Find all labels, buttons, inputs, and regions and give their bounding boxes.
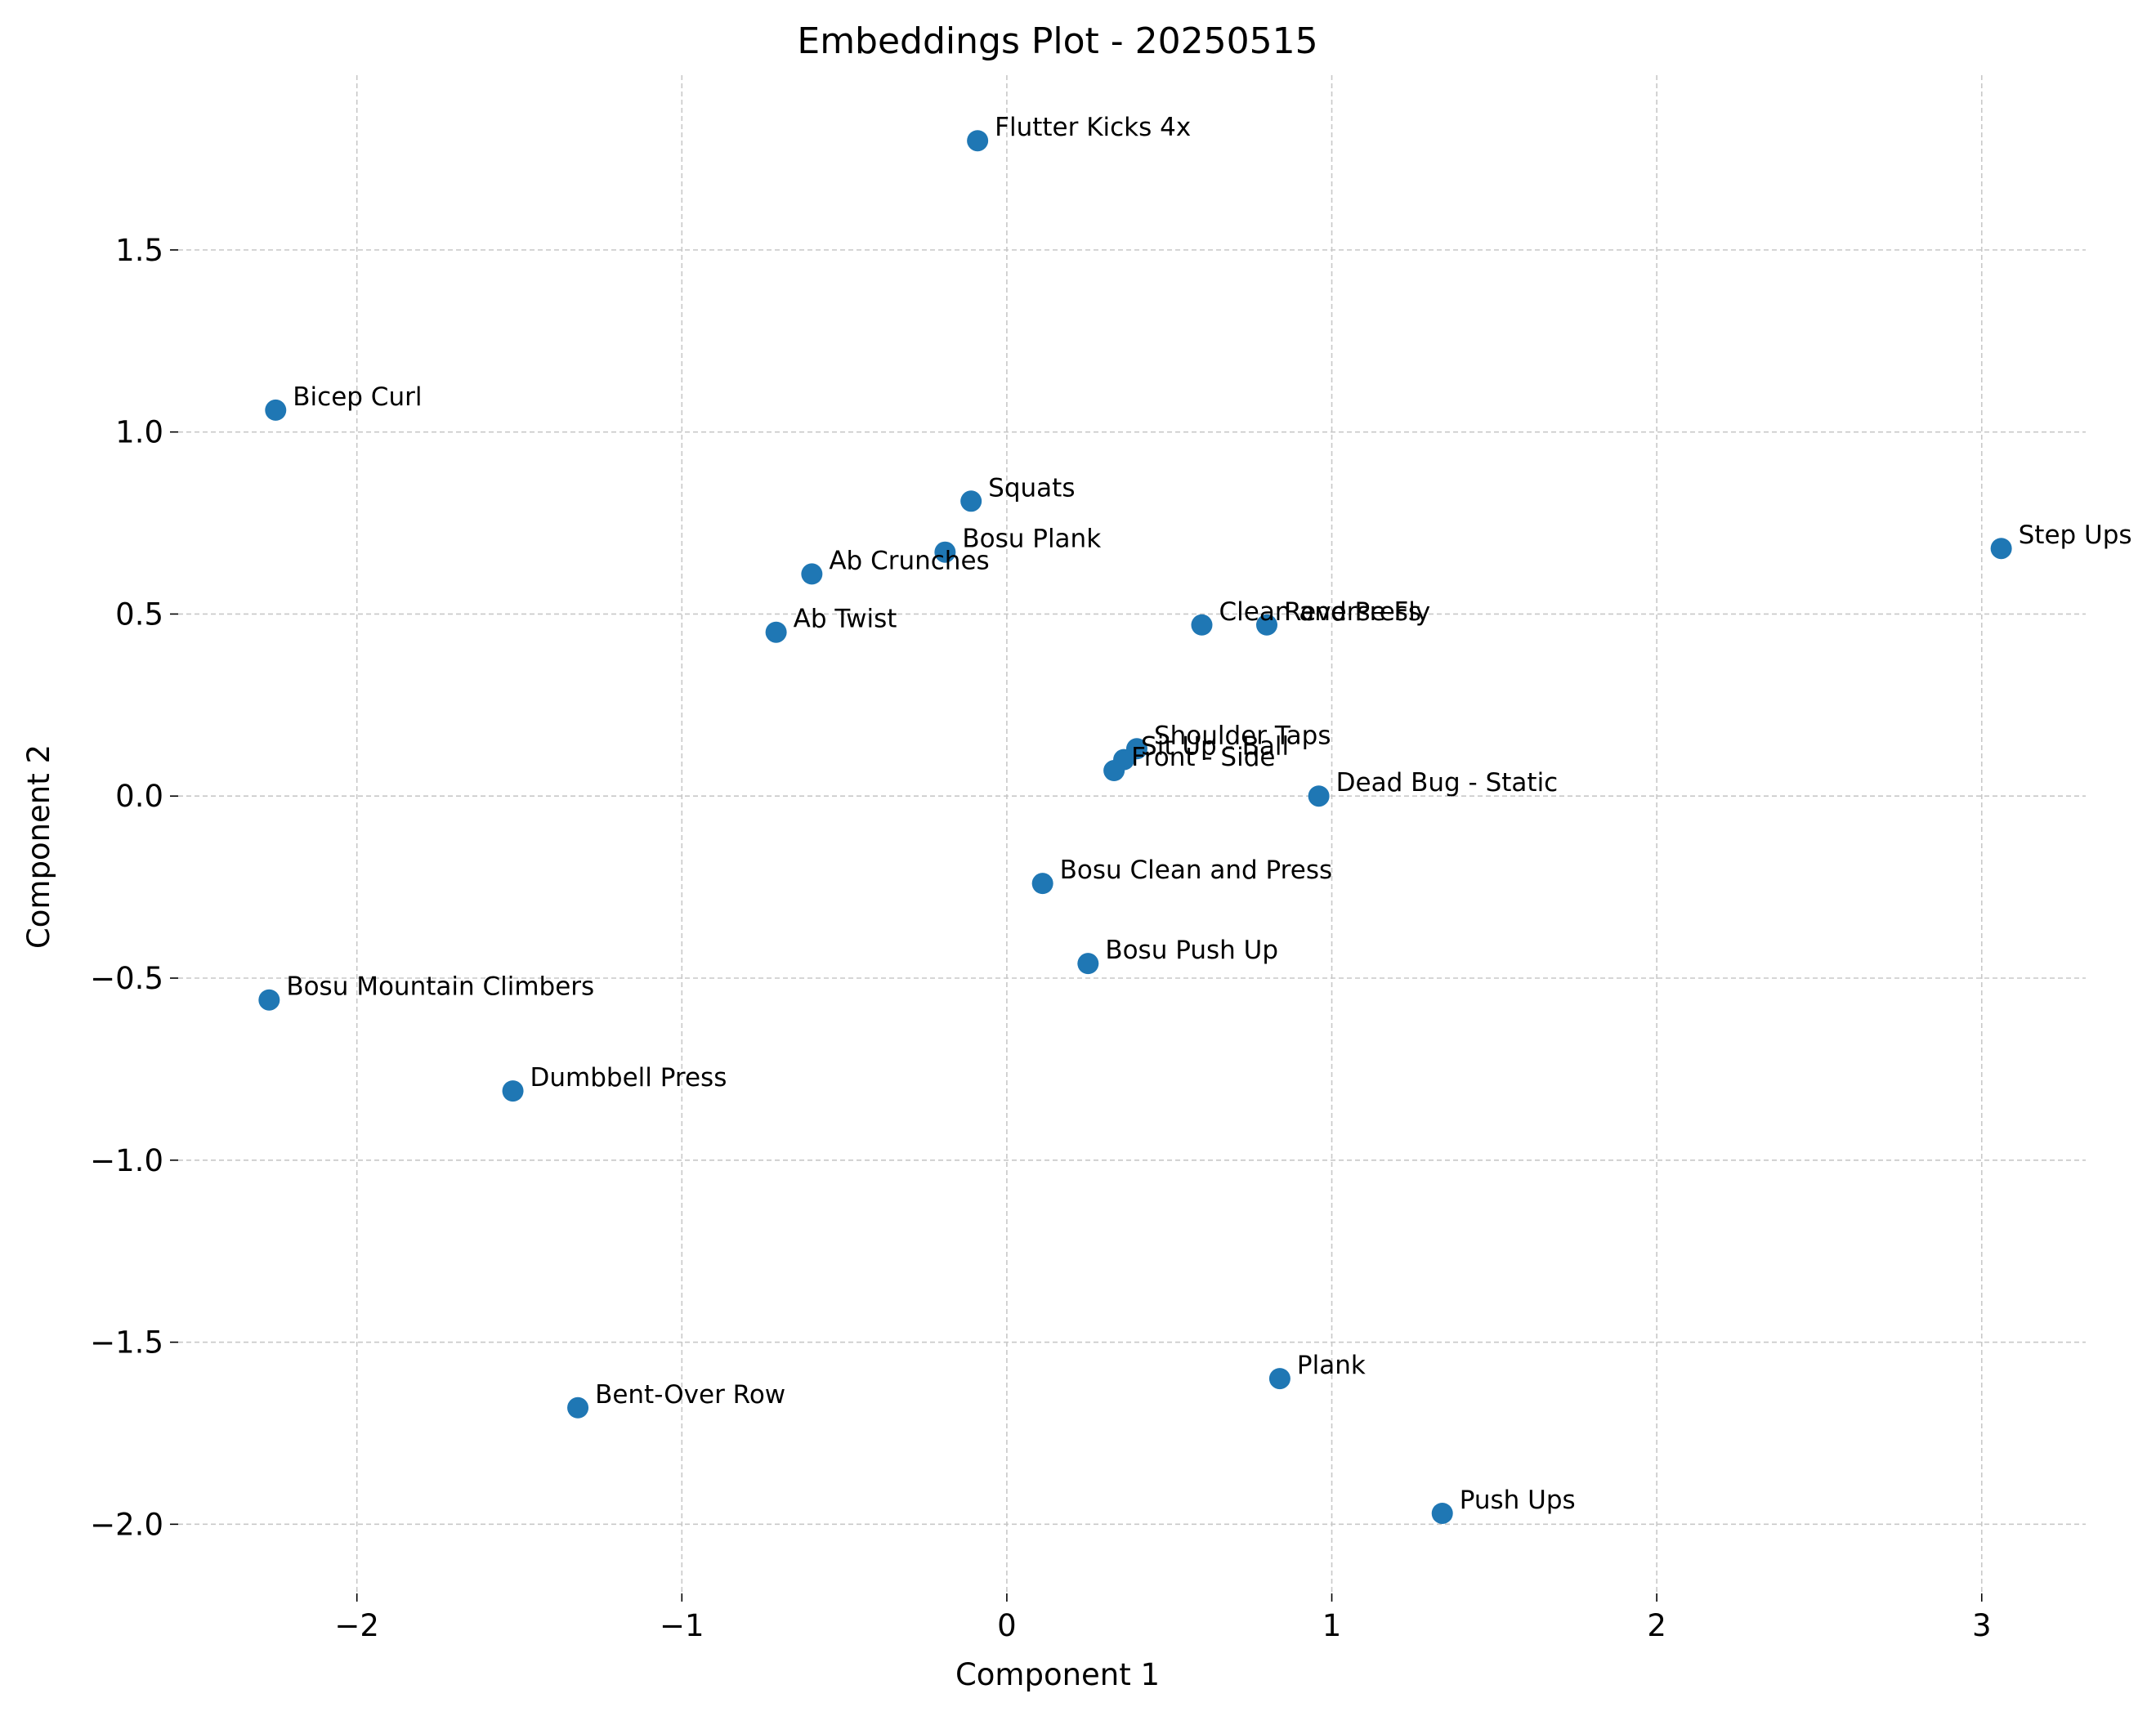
data-point-label: Squats xyxy=(988,473,1075,503)
data-point-label: Shoulder Taps xyxy=(1154,721,1331,750)
y-tick-label: −1.5 xyxy=(90,1325,163,1361)
data-point-label: Push Ups xyxy=(1460,1486,1576,1515)
y-tick-label: −2.0 xyxy=(90,1507,163,1542)
y-tick-label: −0.5 xyxy=(90,961,163,996)
data-point-label: Reverse Fly xyxy=(1284,597,1430,627)
x-tick-label: 3 xyxy=(1972,1608,1992,1643)
data-point xyxy=(765,621,787,643)
data-point-label: Bosu Plank xyxy=(962,525,1101,554)
x-tick-label: 2 xyxy=(1647,1608,1666,1643)
data-point-label: Ab Crunches xyxy=(829,546,989,575)
data-point-label: Sit Up - Ball xyxy=(1141,732,1289,762)
x-tick-label: 0 xyxy=(997,1608,1017,1643)
data-point-label: Front - Side xyxy=(1131,743,1275,772)
data-point-label: Bent-Over Row xyxy=(595,1380,785,1410)
data-point xyxy=(567,1396,589,1419)
x-tick-label: −1 xyxy=(660,1608,705,1643)
data-point xyxy=(1268,1368,1290,1390)
data-point-label: Bosu Mountain Climbers xyxy=(286,972,594,1002)
data-point xyxy=(960,490,982,512)
data-point xyxy=(265,399,287,421)
data-point xyxy=(1308,785,1330,807)
x-tick-label: 1 xyxy=(1322,1608,1342,1643)
data-point xyxy=(1103,760,1125,782)
data-point-label: Flutter Kicks 4x xyxy=(995,113,1191,142)
data-points xyxy=(258,130,2012,1524)
data-point-label: Dead Bug - Static xyxy=(1336,768,1559,798)
data-point-label: Plank xyxy=(1297,1351,1366,1380)
data-point xyxy=(502,1080,524,1102)
data-point xyxy=(1031,873,1053,895)
chart-title: Embeddings Plot - 20250515 xyxy=(797,20,1317,62)
y-tick-label: 1.5 xyxy=(115,233,163,268)
y-tick-label: 1.0 xyxy=(115,415,163,450)
data-point-label: Step Ups xyxy=(2019,521,2132,550)
data-point xyxy=(934,541,956,563)
data-point xyxy=(1077,953,1099,975)
data-point xyxy=(1191,614,1213,636)
point-labels: Flutter Kicks 4x Bicep Curl Squats Bosu Pla… xyxy=(286,113,2131,1515)
data-point xyxy=(801,563,823,585)
data-point-label: Bosu Push Up xyxy=(1105,936,1278,965)
grid-lines xyxy=(178,75,2086,1593)
x-axis-label: Component 1 xyxy=(955,1657,1160,1692)
data-point-label: Bicep Curl xyxy=(293,382,422,412)
y-tick-label: −1.0 xyxy=(90,1143,163,1178)
axis-ticks: −2 −1 0 1 2 3 1.5 1.0 0.5 0.0 −0.5 −1.0 −1.5 −2.0 xyxy=(90,233,1991,1643)
y-tick-label: 0.5 xyxy=(115,597,163,632)
data-point xyxy=(1990,538,2012,560)
y-axis-label: Component 2 xyxy=(21,744,56,949)
y-tick-label: 0.0 xyxy=(115,779,163,814)
x-tick-label: −2 xyxy=(334,1608,379,1643)
data-point-label: Dumbbell Press xyxy=(530,1063,727,1093)
data-point-label: Bosu Clean and Press xyxy=(1060,856,1332,885)
data-point-label: Ab Twist xyxy=(794,605,897,634)
data-point xyxy=(1256,614,1278,636)
data-point-label: Clean and Press xyxy=(1219,597,1421,627)
data-point xyxy=(1431,1502,1453,1524)
data-point xyxy=(967,130,989,152)
data-point xyxy=(258,989,280,1011)
